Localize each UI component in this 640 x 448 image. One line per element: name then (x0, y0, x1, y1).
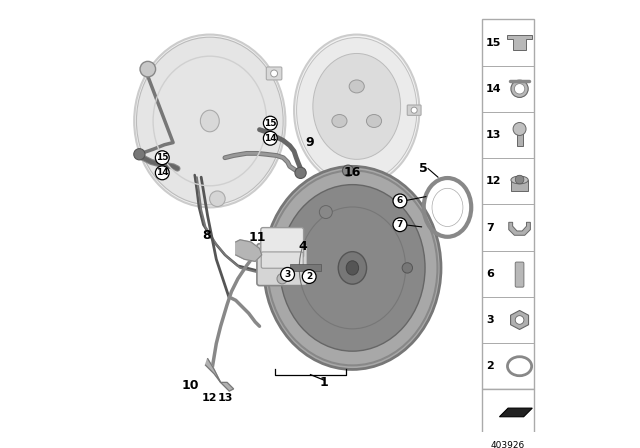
Circle shape (302, 270, 316, 284)
Ellipse shape (136, 37, 283, 205)
Text: 10: 10 (182, 379, 199, 392)
Text: 6: 6 (486, 269, 494, 279)
Text: 15: 15 (264, 119, 276, 128)
Text: 13: 13 (217, 393, 232, 403)
Bar (516, 130, 523, 146)
Text: 4: 4 (298, 240, 307, 253)
Ellipse shape (349, 80, 364, 93)
Circle shape (342, 165, 354, 177)
Text: 12: 12 (202, 393, 218, 403)
Text: 3: 3 (486, 315, 493, 325)
FancyBboxPatch shape (261, 228, 303, 258)
Text: 13: 13 (486, 130, 501, 140)
Text: 5: 5 (419, 162, 428, 175)
Polygon shape (509, 222, 531, 235)
Ellipse shape (294, 34, 419, 186)
Ellipse shape (367, 115, 381, 128)
Ellipse shape (346, 261, 358, 275)
Polygon shape (511, 310, 529, 329)
FancyBboxPatch shape (515, 262, 524, 287)
Ellipse shape (200, 110, 220, 132)
Ellipse shape (134, 34, 285, 207)
Text: 11: 11 (248, 231, 266, 244)
Circle shape (513, 122, 526, 135)
Ellipse shape (338, 252, 367, 284)
Circle shape (515, 175, 524, 184)
Bar (511, 180, 528, 191)
Bar (291, 264, 321, 271)
Text: 15: 15 (156, 153, 168, 162)
Circle shape (515, 84, 525, 94)
Text: 9: 9 (305, 136, 314, 149)
Circle shape (393, 218, 407, 232)
Polygon shape (236, 240, 262, 262)
Text: 7: 7 (486, 223, 493, 233)
Ellipse shape (432, 188, 463, 227)
Text: 14: 14 (156, 168, 168, 177)
Text: 8: 8 (202, 229, 211, 242)
Text: 14: 14 (264, 134, 276, 143)
Polygon shape (508, 35, 532, 50)
Text: 2: 2 (486, 361, 493, 371)
Circle shape (295, 167, 306, 178)
Text: 403926: 403926 (491, 441, 525, 448)
Polygon shape (499, 408, 532, 417)
Circle shape (411, 107, 417, 113)
Circle shape (156, 166, 169, 180)
Text: 7: 7 (397, 220, 403, 229)
Text: 14: 14 (486, 84, 502, 94)
Circle shape (277, 274, 287, 284)
Ellipse shape (264, 166, 441, 370)
Polygon shape (205, 359, 234, 391)
Text: 12: 12 (486, 176, 501, 186)
Circle shape (134, 149, 145, 160)
FancyBboxPatch shape (266, 67, 282, 80)
Text: 15: 15 (486, 38, 501, 47)
Circle shape (515, 316, 524, 324)
Text: 16: 16 (344, 166, 361, 179)
Circle shape (402, 263, 413, 273)
Circle shape (156, 151, 169, 164)
Circle shape (511, 80, 528, 97)
Circle shape (264, 116, 277, 130)
Circle shape (281, 267, 294, 281)
Circle shape (209, 191, 225, 207)
Circle shape (140, 61, 156, 77)
Circle shape (264, 131, 277, 145)
FancyBboxPatch shape (482, 19, 534, 389)
Text: 6: 6 (397, 196, 403, 206)
Ellipse shape (511, 176, 528, 184)
FancyBboxPatch shape (482, 389, 534, 435)
Ellipse shape (332, 115, 347, 128)
Text: 3: 3 (284, 270, 291, 279)
FancyBboxPatch shape (257, 244, 307, 286)
Circle shape (393, 194, 407, 208)
Circle shape (319, 206, 332, 219)
Ellipse shape (313, 53, 401, 159)
FancyBboxPatch shape (407, 105, 421, 116)
Text: 2: 2 (306, 272, 312, 281)
Ellipse shape (296, 38, 417, 183)
Circle shape (271, 70, 278, 77)
Text: 1: 1 (320, 376, 329, 389)
Ellipse shape (280, 185, 425, 351)
FancyBboxPatch shape (261, 252, 303, 268)
